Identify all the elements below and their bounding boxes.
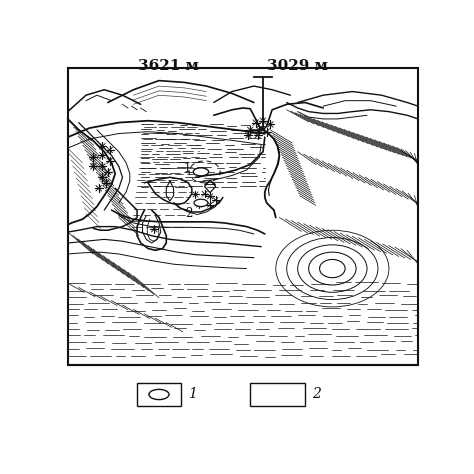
Text: 2: 2 (185, 207, 193, 220)
Text: 1: 1 (188, 387, 197, 401)
Ellipse shape (193, 168, 209, 176)
Text: 3621 м: 3621 м (137, 59, 199, 73)
Ellipse shape (194, 199, 208, 207)
Bar (68, 68, 418, 365)
Text: 3029 м: 3029 м (267, 59, 328, 73)
Bar (68, 68, 418, 365)
Bar (137, 383, 181, 406)
Text: 1: 1 (183, 162, 191, 175)
Bar (250, 383, 305, 406)
Text: 2: 2 (312, 387, 321, 401)
